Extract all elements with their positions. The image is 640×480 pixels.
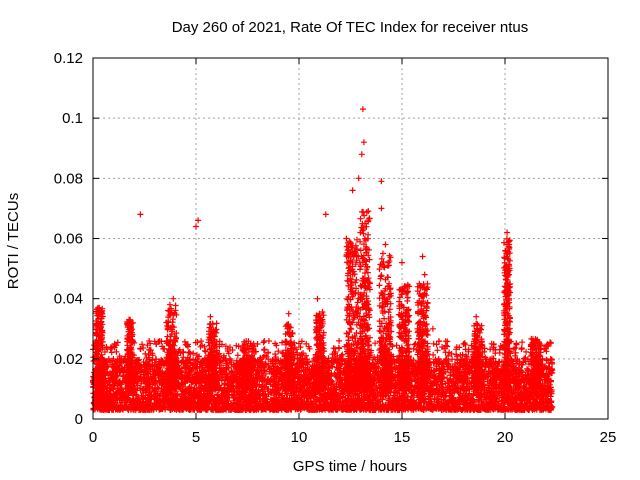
roti-point: [230, 385, 237, 392]
y-axis-label: ROTI / TECUs: [5, 193, 22, 289]
data-points: [90, 106, 556, 413]
chart-title: Day 260 of 2021, Rate Of TEC Index for r…: [172, 19, 529, 36]
x-axis-label: GPS time / hours: [293, 458, 407, 475]
roti-point: [391, 388, 398, 395]
grid-lines: [93, 58, 608, 419]
